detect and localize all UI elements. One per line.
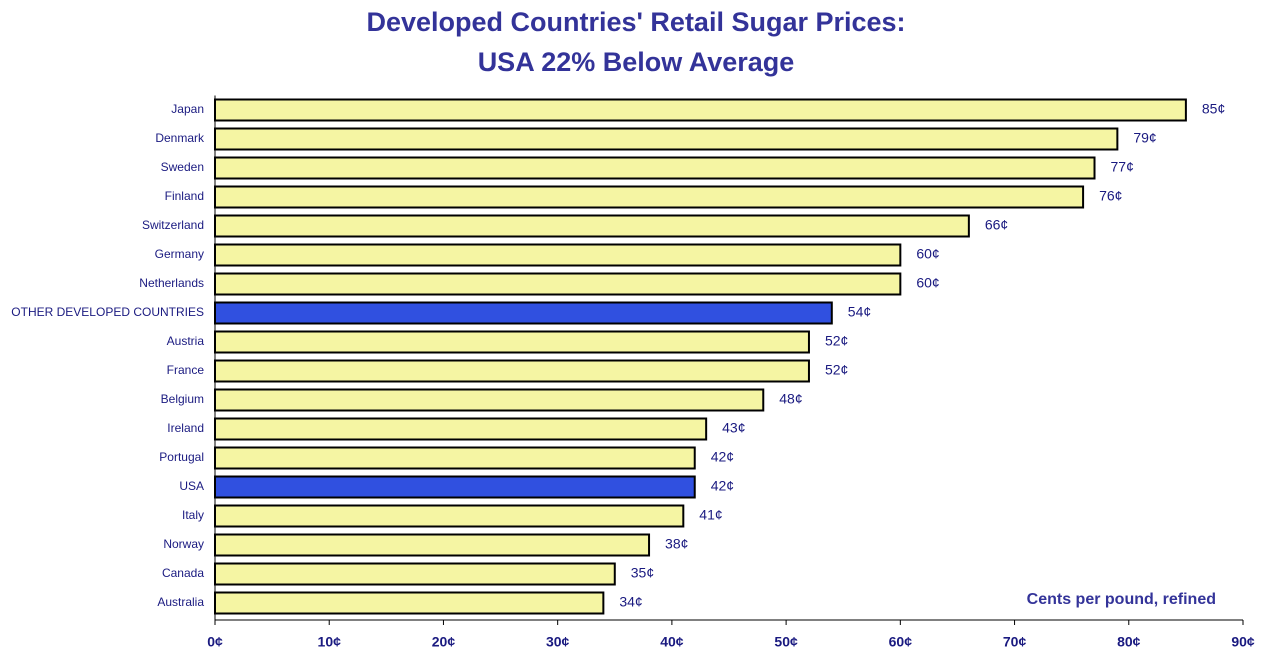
y-tick-label: Finland [165,189,204,203]
value-label: 77¢ [1111,159,1134,175]
y-tick-label: Sweden [161,160,204,174]
y-tick-label: Germany [155,247,204,261]
x-tick-label: 0¢ [207,634,223,650]
value-label: 41¢ [699,507,722,523]
value-label: 34¢ [619,594,642,610]
value-label: 38¢ [665,536,688,552]
bar [214,272,902,296]
bar [214,301,833,325]
y-tick-label: Belgium [161,392,204,406]
y-tick-label: Austria [167,334,205,348]
value-label: 54¢ [848,304,871,320]
y-tick-label: USA [179,479,204,493]
value-label: 60¢ [916,275,939,291]
x-tick-label: 90¢ [1231,634,1255,650]
y-tick-label: Italy [182,508,204,522]
y-tick-label: Netherlands [139,276,204,290]
y-tick-label: Denmark [155,131,205,145]
x-tick-label: 10¢ [318,634,342,650]
bar [214,562,616,586]
value-label: 52¢ [825,333,848,349]
bar [214,185,1085,209]
x-tick-label: 20¢ [432,634,456,650]
value-label: 43¢ [722,420,745,436]
y-tick-label: Australia [157,595,204,609]
value-label: 42¢ [711,478,734,494]
y-tick-label: Portugal [159,450,204,464]
value-label: 42¢ [711,449,734,465]
value-label: 85¢ [1202,101,1225,117]
bar [214,156,1096,180]
chart-title: Developed Countries' Retail Sugar Prices… [366,7,905,37]
y-tick-label: France [167,363,205,377]
y-tick-label: Ireland [167,421,204,435]
value-label: 76¢ [1099,188,1122,204]
y-tick-label: OTHER DEVELOPED COUNTRIES [11,305,204,319]
x-tick-label: 60¢ [889,634,913,650]
bar [214,214,970,238]
bar [214,446,696,470]
annotation: Cents per pound, refined [1027,591,1216,608]
x-tick-label: 40¢ [660,634,684,650]
bar [214,243,902,267]
x-tick-label: 80¢ [1117,634,1141,650]
chart-title: USA 22% Below Average [478,47,795,77]
y-tick-label: Canada [162,566,204,580]
value-label: 60¢ [916,246,939,262]
x-tick-label: 50¢ [774,634,798,650]
bar [214,533,651,557]
value-label: 52¢ [825,362,848,378]
bar [214,504,685,528]
bar [214,388,765,412]
bar [214,359,810,383]
y-tick-label: Switzerland [142,218,204,232]
x-tick-label: 30¢ [546,634,570,650]
bar [214,417,708,441]
bar [214,127,1119,151]
value-label: 79¢ [1133,130,1156,146]
bar [214,475,696,499]
x-tick-label: 70¢ [1003,634,1027,650]
y-tick-label: Norway [163,537,204,551]
bar [214,98,1187,122]
value-label: 48¢ [779,391,802,407]
bar [214,330,810,354]
value-label: 35¢ [631,565,654,581]
y-tick-label: Japan [171,102,204,116]
value-label: 66¢ [985,217,1008,233]
bar [214,591,605,615]
